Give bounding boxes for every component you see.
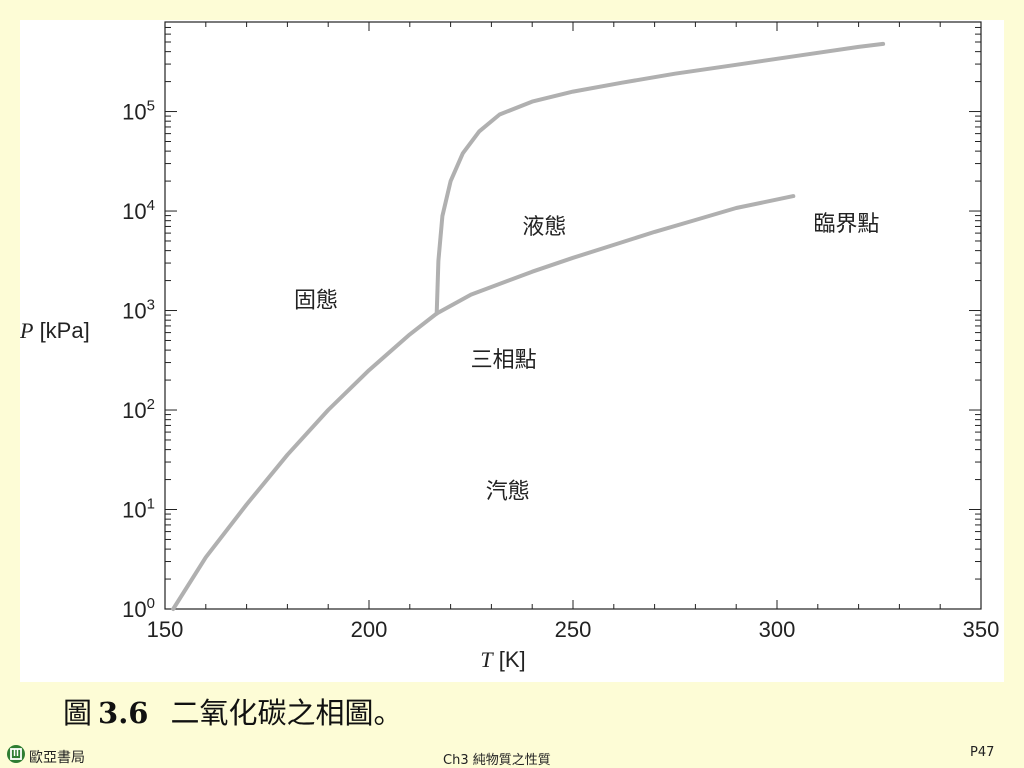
annotation-triple: 三相點 <box>471 347 537 372</box>
y-axis-label: P [kPa] <box>20 318 90 343</box>
plot-frame <box>164 21 982 610</box>
phase-boundary-line <box>434 194 796 316</box>
y-tick-label: 105 <box>122 98 155 125</box>
caption-number: 3.6 <box>98 696 149 730</box>
y-tick-label: 103 <box>122 297 155 324</box>
caption-prefix: 圖 <box>63 696 93 730</box>
phase-boundary-line <box>171 311 439 611</box>
x-axis-label: T [K] <box>480 647 525 672</box>
caption-text: 二氧化碳之相圖。 <box>170 696 403 730</box>
x-tick-label: 200 <box>351 617 388 642</box>
x-tick-label: 300 <box>759 617 796 642</box>
phase-boundary-line <box>434 41 886 316</box>
annotation-critical: 臨界點 <box>813 211 879 236</box>
annotation-vapor: 汽態 <box>486 478 530 503</box>
publisher-logo-icon <box>7 745 25 763</box>
phase-diagram-chart: 150 200 250 300 350 100 101 102 103 104 105 T [K] P … <box>20 21 1000 672</box>
x-tick-label: 350 <box>963 617 1000 642</box>
y-tick-label: 101 <box>122 496 155 523</box>
x-tick-label: 150 <box>147 617 184 642</box>
figure-caption: 圖 3.6 二氧化碳之相圖。 <box>63 690 402 732</box>
figure-panel: 150 200 250 300 350 100 101 102 103 104 105 T [K] P … <box>20 20 1004 682</box>
annotation-solid: 固態 <box>294 287 338 312</box>
y-tick-label: 102 <box>122 396 155 423</box>
x-tick-label: 250 <box>555 617 592 642</box>
footer-chapter: Ch3 純物質之性質 <box>443 753 551 768</box>
footer-page-number: P47 <box>970 745 995 760</box>
y-tick-label: 100 <box>122 595 155 622</box>
y-tick-label: 104 <box>122 197 155 224</box>
annotation-liquid: 液態 <box>522 214 566 239</box>
footer-publisher: 歐亞書局 <box>29 750 85 766</box>
